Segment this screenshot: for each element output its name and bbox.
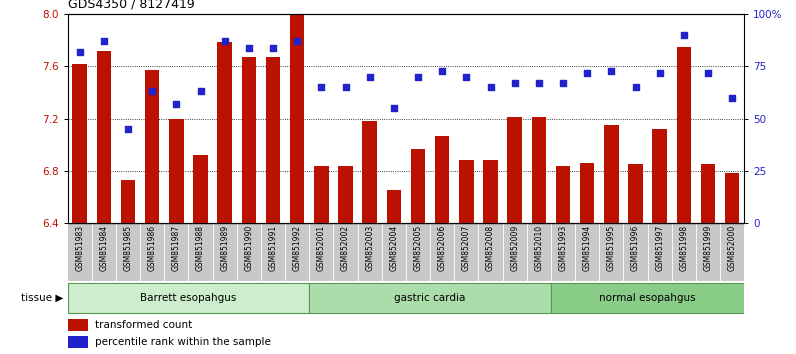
Bar	[556, 166, 570, 223]
Point	[484, 84, 497, 90]
Text: GSM851994: GSM851994	[583, 225, 591, 271]
Point	[726, 95, 739, 101]
Point	[73, 49, 86, 55]
Point	[146, 88, 158, 94]
Text: GSM852003: GSM852003	[365, 225, 374, 271]
Point	[339, 84, 352, 90]
Point	[533, 80, 545, 86]
Bar	[604, 125, 618, 223]
Bar	[170, 119, 184, 223]
Bar	[217, 41, 232, 223]
Bar	[242, 57, 256, 223]
Text: GSM851998: GSM851998	[679, 225, 689, 271]
Bar	[68, 336, 88, 348]
Point	[315, 84, 328, 90]
Text: GSM852002: GSM852002	[341, 225, 350, 271]
Text: normal esopahgus: normal esopahgus	[599, 292, 696, 303]
Text: GSM852007: GSM852007	[462, 225, 471, 271]
Text: GSM851983: GSM851983	[76, 225, 84, 271]
Text: GSM852000: GSM852000	[728, 225, 736, 271]
Text: GSM852004: GSM852004	[389, 225, 398, 271]
Text: gastric cardia: gastric cardia	[395, 292, 466, 303]
Text: GSM851986: GSM851986	[148, 225, 157, 271]
Text: GSM852001: GSM852001	[317, 225, 326, 271]
Bar	[96, 51, 111, 223]
Text: GSM851997: GSM851997	[655, 225, 664, 271]
Text: GSM851987: GSM851987	[172, 225, 181, 271]
Bar	[411, 149, 425, 223]
Point	[654, 70, 666, 75]
Point	[581, 70, 594, 75]
Text: tissue ▶: tissue ▶	[21, 292, 64, 303]
Point	[677, 32, 690, 38]
Text: GSM851995: GSM851995	[607, 225, 616, 271]
Bar	[387, 190, 401, 223]
Bar	[508, 117, 522, 223]
Bar	[628, 164, 643, 223]
Bar	[72, 64, 87, 223]
Text: GSM851993: GSM851993	[559, 225, 568, 271]
Point	[98, 39, 111, 44]
Point	[388, 105, 400, 111]
Text: GSM852006: GSM852006	[438, 225, 447, 271]
Text: transformed count: transformed count	[95, 320, 192, 330]
Text: GSM851989: GSM851989	[220, 225, 229, 271]
Bar	[551, 283, 744, 313]
Point	[363, 74, 376, 80]
Bar	[68, 319, 88, 331]
Text: GSM851985: GSM851985	[123, 225, 133, 271]
Text: GSM852008: GSM852008	[486, 225, 495, 271]
Bar	[314, 166, 329, 223]
Text: percentile rank within the sample: percentile rank within the sample	[95, 337, 271, 347]
Bar	[677, 47, 691, 223]
Text: GSM851984: GSM851984	[100, 225, 108, 271]
Bar	[653, 129, 667, 223]
Bar	[193, 155, 208, 223]
Bar	[532, 117, 546, 223]
Bar	[483, 160, 498, 223]
Point	[170, 101, 183, 107]
Text: GSM851988: GSM851988	[196, 225, 205, 271]
Bar	[145, 70, 159, 223]
Point	[267, 45, 279, 50]
Text: GSM852005: GSM852005	[414, 225, 423, 271]
Point	[291, 39, 303, 44]
Point	[629, 84, 642, 90]
Point	[460, 74, 473, 80]
Bar	[266, 57, 280, 223]
Point	[243, 45, 256, 50]
Text: GSM851992: GSM851992	[293, 225, 302, 271]
Point	[701, 70, 714, 75]
Bar	[68, 283, 310, 313]
Text: GSM851996: GSM851996	[631, 225, 640, 271]
Bar	[310, 283, 551, 313]
Point	[412, 74, 424, 80]
Bar	[121, 180, 135, 223]
Point	[605, 68, 618, 73]
Point	[436, 68, 449, 73]
Bar	[580, 163, 595, 223]
Point	[218, 39, 231, 44]
Bar	[700, 164, 716, 223]
Bar	[459, 160, 474, 223]
Text: GSM851999: GSM851999	[704, 225, 712, 271]
Text: GSM852009: GSM852009	[510, 225, 519, 271]
Point	[509, 80, 521, 86]
Point	[194, 88, 207, 94]
Text: GDS4350 / 8127419: GDS4350 / 8127419	[68, 0, 194, 11]
Text: GSM852010: GSM852010	[534, 225, 544, 271]
Point	[122, 126, 135, 132]
Bar	[362, 121, 377, 223]
Text: GSM851990: GSM851990	[244, 225, 253, 271]
Point	[556, 80, 569, 86]
Bar	[338, 166, 353, 223]
Bar	[435, 136, 450, 223]
Bar	[290, 14, 305, 223]
Bar	[725, 173, 739, 223]
Text: Barrett esopahgus: Barrett esopahgus	[140, 292, 236, 303]
Text: GSM851991: GSM851991	[268, 225, 278, 271]
